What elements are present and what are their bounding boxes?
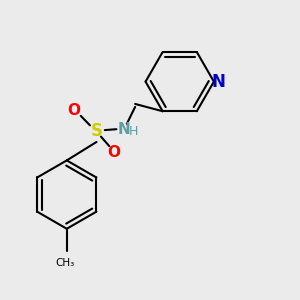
Text: O: O [68,103,81,118]
Text: H: H [129,125,138,138]
Text: N: N [212,73,225,91]
Text: O: O [107,145,120,160]
Text: N: N [118,122,130,137]
Text: S: S [91,122,103,140]
Text: CH₃: CH₃ [56,258,75,268]
